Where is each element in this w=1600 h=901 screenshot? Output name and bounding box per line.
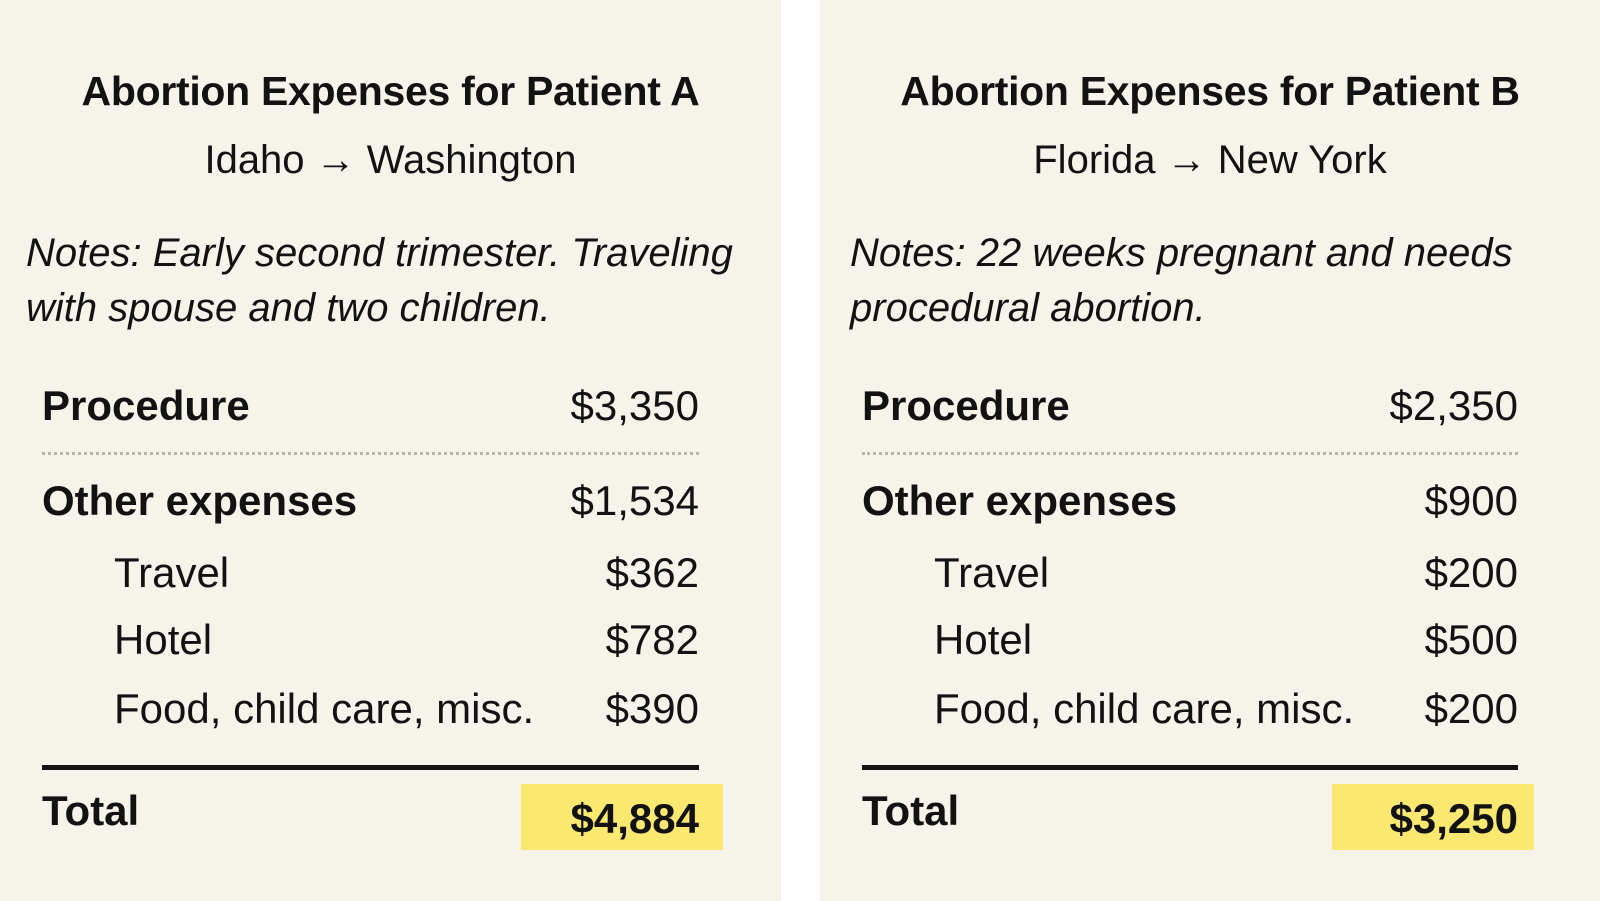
patient-a-route: Idaho → Washington — [204, 138, 577, 182]
travel-row: Travel $362 — [42, 548, 699, 598]
food-value: $200 — [1424, 685, 1518, 732]
total-rule — [42, 765, 699, 770]
patient-b-title: Abortion Expenses for Patient B — [900, 68, 1520, 114]
travel-value: $200 — [1424, 549, 1518, 596]
other-expenses-label: Other expenses — [42, 477, 358, 524]
procedure-value: $3,350 — [570, 382, 699, 429]
other-expenses-value: $900 — [1424, 477, 1518, 524]
food-row: Food, child care, misc. $200 — [862, 684, 1518, 734]
hotel-row: Hotel $782 — [42, 615, 699, 665]
total-value: $4,884 — [570, 795, 699, 842]
patient-b-panel: Abortion Expenses for Patient B Florida … — [820, 0, 1600, 901]
total-label: Total — [862, 787, 960, 834]
travel-value: $362 — [605, 549, 699, 596]
food-value: $390 — [605, 685, 699, 732]
patient-a-panel: Abortion Expenses for Patient A Idaho → … — [0, 0, 781, 901]
other-expenses-row: Other expenses $900 — [862, 476, 1518, 526]
travel-row: Travel $200 — [862, 548, 1518, 598]
patient-b-notes: Notes: 22 weeks pregnant and needs proce… — [850, 231, 1513, 330]
total-value: $3,250 — [1389, 795, 1518, 842]
hotel-value: $782 — [605, 616, 699, 663]
food-label: Food, child care, misc. — [934, 685, 1355, 732]
total-highlight — [1332, 784, 1534, 850]
total-row: Total — [42, 786, 699, 836]
procedure-value: $2,350 — [1389, 382, 1518, 429]
hotel-value: $500 — [1424, 616, 1518, 663]
hotel-row: Hotel $500 — [862, 615, 1518, 665]
hotel-label: Hotel — [114, 616, 213, 663]
hotel-label: Hotel — [934, 616, 1033, 663]
other-expenses-value: $1,534 — [570, 477, 699, 524]
procedure-row: Procedure $3,350 — [42, 381, 699, 431]
food-label: Food, child care, misc. — [114, 685, 535, 732]
other-expenses-row: Other expenses $1,534 — [42, 476, 699, 526]
total-row: Total — [862, 786, 1518, 836]
dotted-divider — [42, 452, 699, 455]
total-highlight — [521, 784, 723, 850]
food-row: Food, child care, misc. $390 — [42, 684, 699, 734]
travel-label: Travel — [114, 549, 230, 596]
procedure-label: Procedure — [42, 382, 250, 429]
other-expenses-label: Other expenses — [862, 477, 1178, 524]
patient-b-route: Florida → New York — [1033, 138, 1387, 182]
procedure-row: Procedure $2,350 — [862, 381, 1518, 431]
procedure-label: Procedure — [862, 382, 1070, 429]
patient-a-title: Abortion Expenses for Patient A — [81, 68, 700, 114]
patient-a-notes: Notes: Early second trimester. Traveling… — [26, 231, 733, 330]
total-label: Total — [42, 787, 140, 834]
dotted-divider — [862, 452, 1518, 455]
travel-label: Travel — [934, 549, 1050, 596]
total-rule — [862, 765, 1518, 770]
